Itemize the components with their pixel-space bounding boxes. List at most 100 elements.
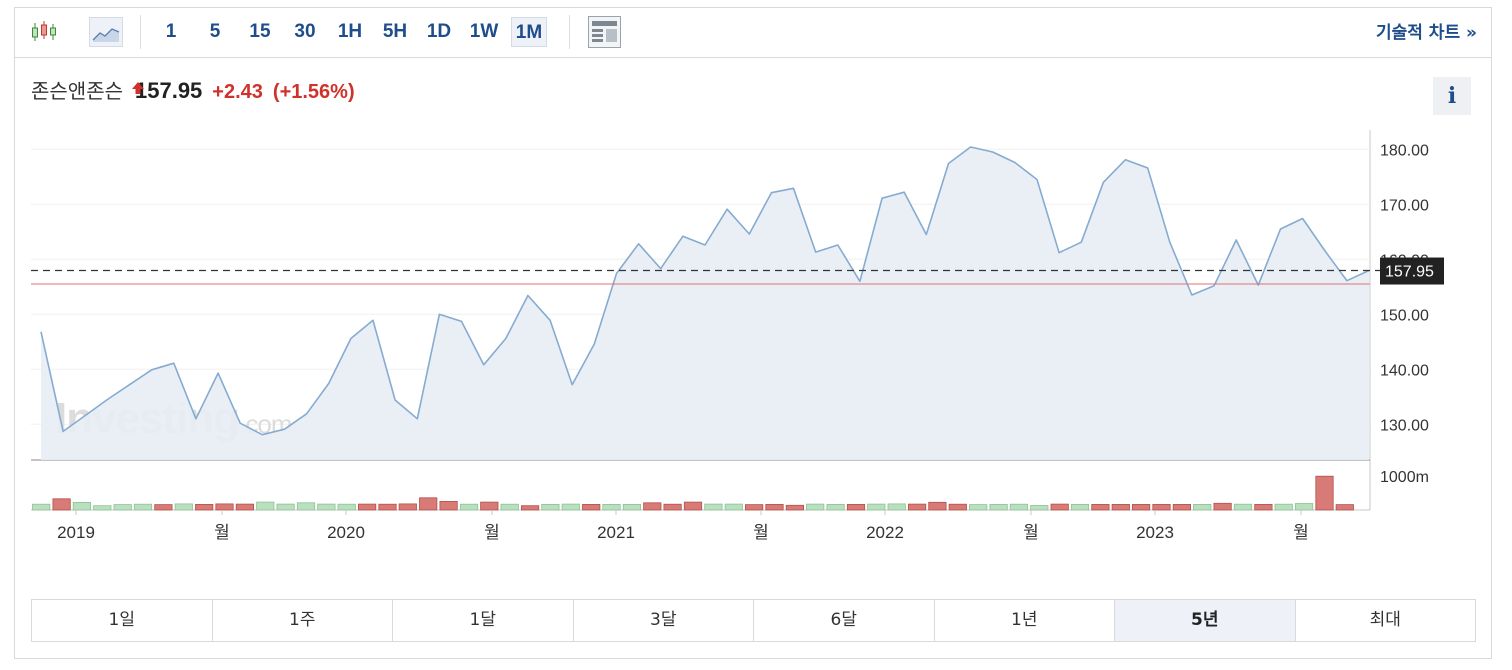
news-layout-icon[interactable] bbox=[588, 16, 621, 48]
volume-bar bbox=[622, 503, 642, 511]
volume-bar bbox=[806, 503, 825, 511]
y-tick-label: 150.00 bbox=[1380, 307, 1429, 324]
instrument-name: 존슨앤존슨 bbox=[31, 79, 123, 103]
volume-bar bbox=[480, 501, 499, 511]
volume-bar bbox=[989, 503, 1008, 511]
technical-chart-link[interactable]: 기술적 차트 » bbox=[1375, 23, 1477, 43]
volume-bar bbox=[1233, 503, 1253, 511]
x-tick-label: 2021 bbox=[597, 523, 635, 542]
range-max[interactable]: 최대 bbox=[1369, 610, 1401, 630]
series-line bbox=[40, 146, 1370, 436]
volume-bar bbox=[745, 504, 764, 511]
x-tick-label: 2023 bbox=[1136, 523, 1174, 542]
range-3mo[interactable]: 3달 bbox=[574, 600, 754, 641]
volume-bar bbox=[948, 503, 967, 511]
volume-bar bbox=[602, 503, 621, 511]
interval-15[interactable]: 15 bbox=[249, 21, 271, 42]
range-6mo[interactable]: 6달 bbox=[754, 600, 935, 641]
volume-bar bbox=[724, 503, 743, 511]
volume-bar bbox=[1030, 505, 1049, 511]
interval-1m[interactable]: 1M bbox=[511, 17, 547, 47]
volume-bar bbox=[867, 503, 886, 511]
series-area bbox=[41, 147, 1369, 460]
x-tick-label: 월 bbox=[214, 523, 230, 542]
chart-toolbar: 1 5 15 30 1H 5H 1D 1W 1M 기술적 차트 » bbox=[15, 8, 1491, 58]
volume-bar bbox=[561, 503, 580, 511]
volume-bar bbox=[1193, 503, 1212, 511]
x-tick-label: 월 bbox=[1023, 523, 1039, 542]
volume-bar bbox=[1274, 503, 1293, 511]
volume-bar bbox=[908, 503, 927, 511]
toolbar-separator bbox=[569, 15, 570, 49]
volume-bar bbox=[32, 503, 51, 511]
volume-bar bbox=[1050, 503, 1069, 511]
volume-bar bbox=[683, 501, 703, 511]
y-tick-label: 130.00 bbox=[1380, 417, 1429, 434]
volume-bar bbox=[459, 503, 479, 511]
interval-30[interactable]: 30 bbox=[294, 21, 316, 42]
volume-bar bbox=[500, 503, 519, 511]
volume-bar bbox=[663, 503, 682, 511]
volume-bar bbox=[1315, 475, 1334, 511]
range-5y[interactable]: 5년 bbox=[1115, 600, 1296, 641]
volume-bar bbox=[1295, 503, 1314, 511]
range-selector: 1일 1주 1달 3달 6달 1년 5년 최대 bbox=[31, 599, 1476, 642]
current-price-tag bbox=[1380, 257, 1444, 285]
volume-bar bbox=[969, 504, 988, 511]
interval-1w[interactable]: 1W bbox=[469, 21, 499, 42]
interval-5h[interactable]: 5H bbox=[382, 21, 408, 42]
volume-bar bbox=[765, 503, 784, 511]
volume-bar bbox=[133, 503, 153, 511]
volume-bar bbox=[1091, 503, 1110, 511]
range-1d[interactable]: 1일 bbox=[32, 600, 213, 641]
range-1mo[interactable]: 1달 bbox=[393, 600, 574, 641]
volume-bar bbox=[846, 503, 866, 511]
volume-bar bbox=[419, 497, 438, 511]
volume-bar bbox=[154, 504, 173, 511]
volume-bar bbox=[1111, 503, 1130, 511]
volume-bar bbox=[826, 503, 845, 511]
volume-bar bbox=[1152, 503, 1171, 511]
volume-bar bbox=[439, 500, 458, 511]
volume-bar bbox=[1132, 503, 1151, 511]
volume-bar bbox=[704, 503, 723, 511]
toolbar-separator bbox=[140, 15, 141, 49]
volume-bar bbox=[113, 504, 132, 511]
y-tick-label: 140.00 bbox=[1380, 362, 1429, 379]
volume-bar bbox=[296, 502, 316, 511]
x-tick-label: 2019 bbox=[57, 523, 95, 542]
y-tick-label: 180.00 bbox=[1380, 142, 1429, 159]
x-tick-label: 월 bbox=[484, 523, 500, 542]
volume-bar bbox=[887, 503, 906, 511]
current-price-label: 157.95 bbox=[1385, 264, 1434, 281]
volume-bar bbox=[256, 501, 275, 511]
volume-bar bbox=[1172, 503, 1191, 511]
interval-1d[interactable]: 1D bbox=[426, 21, 452, 42]
interval-1[interactable]: 1 bbox=[165, 21, 177, 42]
volume-axis-label: 1000m bbox=[1380, 469, 1429, 486]
volume-bar bbox=[582, 503, 601, 511]
interval-5[interactable]: 5 bbox=[209, 21, 221, 42]
range-1w[interactable]: 1주 bbox=[213, 600, 393, 641]
interval-1h[interactable]: 1H bbox=[337, 21, 363, 42]
x-tick-label: 월 bbox=[1293, 523, 1309, 542]
x-tick-label: 2022 bbox=[866, 523, 904, 542]
volume-bar bbox=[215, 503, 234, 511]
quote-header: 존슨앤존슨 157.95 +2.43 (+1.56%) bbox=[31, 76, 355, 106]
volume-bar bbox=[235, 503, 254, 511]
price-chart: 180.00170.00160.00150.00140.00130.00Inve… bbox=[31, 130, 1444, 542]
volume-bar bbox=[785, 504, 805, 511]
volume-bar bbox=[520, 505, 540, 511]
volume-bar bbox=[357, 503, 377, 511]
y-tick-label: 170.00 bbox=[1380, 197, 1429, 214]
volume-bar bbox=[1070, 503, 1090, 511]
info-icon[interactable]: i bbox=[1433, 77, 1471, 115]
volume-bar bbox=[52, 498, 71, 511]
candlestick-icon[interactable] bbox=[29, 17, 59, 47]
volume-bar bbox=[378, 503, 397, 511]
volume-bar bbox=[398, 503, 417, 511]
area-chart-icon[interactable] bbox=[89, 17, 123, 47]
range-1y[interactable]: 1년 bbox=[935, 600, 1115, 641]
volume-bar bbox=[337, 503, 356, 511]
volume-bar bbox=[317, 503, 336, 511]
